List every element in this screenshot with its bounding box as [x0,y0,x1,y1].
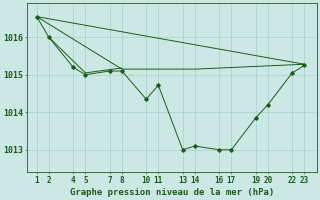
X-axis label: Graphe pression niveau de la mer (hPa): Graphe pression niveau de la mer (hPa) [70,188,274,197]
